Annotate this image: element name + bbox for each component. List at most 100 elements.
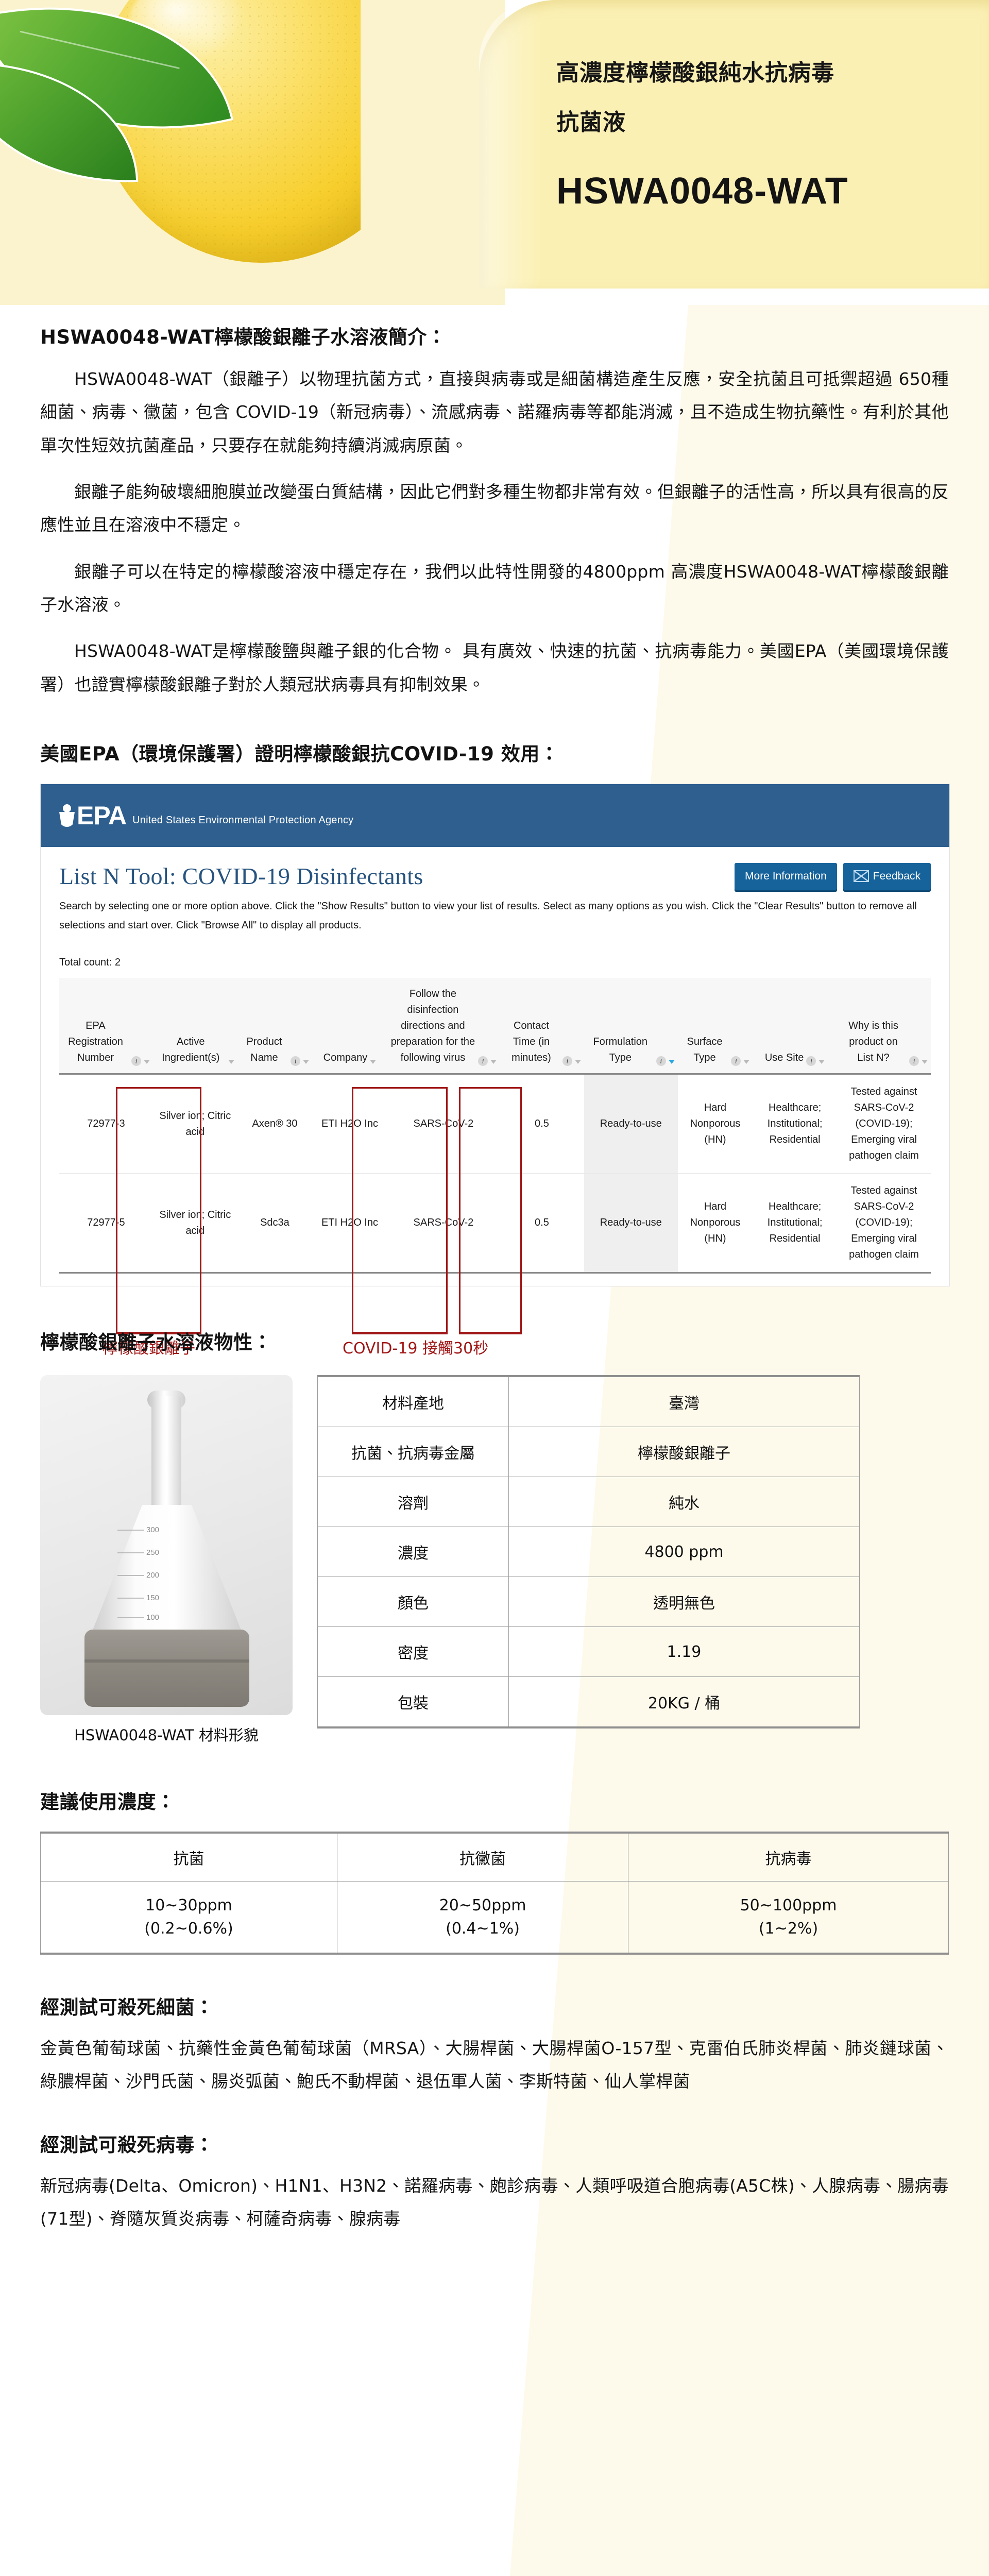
epa-instructions: Search by selecting one or more option a… — [59, 901, 917, 931]
header-title-panel: 高濃度檸檬酸銀純水抗病毒 抗菌液 HSWA0048-WAT — [479, 0, 989, 289]
column-header-contact-time[interactable]: Contact Time (in minutes) i — [500, 978, 584, 1075]
table-row: 包裝 20KG / 桶 — [317, 1676, 860, 1729]
mail-icon — [853, 870, 869, 883]
concentration-value: 10~30ppm (0.2~0.6%) — [40, 1881, 338, 1955]
intro-paragraph-2: 銀離子能夠破壞細胞膜並改變蛋白質結構，因此它們對多種生物都非常有效。但銀離子的活… — [40, 482, 949, 535]
property-value: 1.19 — [508, 1626, 860, 1677]
bacteria-section: 經測試可殺死細菌： 金黃色葡萄球菌、抗藥性金黃色葡萄球菌（MRSA）、大腸桿菌、… — [0, 1992, 989, 2098]
cell-virus: SARS-CoV-2 — [387, 1074, 500, 1174]
flask-illustration: 300 250 200 150 100 — [40, 1375, 293, 1716]
intro-paragraph-4: HSWA0048-WAT是檸檬酸鹽與離子銀的化合物。 具有廣效、快速的抗菌、抗病… — [40, 641, 949, 694]
epa-heading: 美國EPA（環境保護署）證明檸檬酸銀抗COVID-19 效用： — [40, 743, 559, 766]
column-header-use-site[interactable]: Use Site i — [753, 978, 837, 1075]
sort-arrow-icon[interactable] — [668, 1060, 675, 1064]
epa-title-row: List N Tool: COVID-19 Disinfectants More… — [41, 847, 949, 897]
concentration-column-header: 抗黴菌 — [337, 1832, 629, 1882]
info-icon[interactable]: i — [909, 1056, 919, 1066]
concentration-percent: (0.4~1%) — [446, 1920, 520, 1938]
cell-use-site: Healthcare; Institutional; Residential — [753, 1074, 837, 1174]
property-key: 密度 — [317, 1626, 509, 1677]
more-information-button[interactable]: More Information — [735, 862, 837, 890]
info-icon[interactable]: i — [656, 1056, 666, 1066]
property-key: 包裝 — [317, 1676, 509, 1729]
annotation-label-ingredient: 檸檬酸銀離子 — [103, 1340, 195, 1358]
property-value: 檸檬酸銀離子 — [508, 1427, 860, 1478]
product-image-block: 300 250 200 150 100 HSWA0048-WAT 材料形貌 — [40, 1375, 293, 1745]
cell-registration-number: 72977-3 — [59, 1074, 153, 1174]
sort-arrow-icon[interactable] — [819, 1060, 825, 1064]
flask-mark: 250 — [146, 1548, 160, 1557]
table-row: 顏色 透明無色 — [317, 1577, 860, 1628]
flask-mark: 100 — [146, 1613, 160, 1622]
sort-arrow-icon[interactable] — [574, 1060, 581, 1064]
product-code: HSWA0048-WAT — [556, 171, 848, 212]
epa-section: 美國EPA（環境保護署）證明檸檬酸銀抗COVID-19 效用： EPA Unit… — [0, 738, 989, 1358]
info-icon[interactable]: i — [562, 1056, 572, 1066]
sort-arrow-icon[interactable] — [303, 1060, 310, 1064]
cell-product-name: Sdc3a — [237, 1173, 313, 1274]
more-information-label: More Information — [745, 870, 827, 882]
property-key: 顏色 — [317, 1577, 509, 1628]
epa-table-header-row: EPA Registration Number i Active Ingredi… — [59, 978, 931, 1075]
column-header-disinfection-directions[interactable]: Follow the disinfection directions and p… — [387, 978, 500, 1075]
lemon-photo — [0, 0, 361, 305]
intro-heading: HSWA0048-WAT檸檬酸銀離子水溶液簡介： — [40, 326, 447, 348]
header-title-line2: 抗菌液 — [556, 109, 626, 135]
cell-company: ETI H2O Inc — [312, 1074, 387, 1174]
column-header-formulation-type[interactable]: Formulation Type i — [584, 978, 678, 1075]
info-icon[interactable]: i — [131, 1056, 141, 1066]
info-icon[interactable]: i — [731, 1056, 741, 1066]
viruses-section: 經測試可殺死病毒： 新冠病毒(Delta、Omicron)、H1N1、H3N2、… — [0, 2129, 989, 2236]
column-header-product-name[interactable]: Product Name i — [237, 978, 313, 1075]
sort-arrow-icon[interactable] — [922, 1060, 928, 1064]
sort-arrow-icon[interactable] — [370, 1060, 377, 1064]
product-image-caption: HSWA0048-WAT 材料形貌 — [74, 1726, 259, 1744]
concentration-column-header: 抗菌 — [40, 1832, 338, 1882]
feedback-button[interactable]: Feedback — [843, 862, 931, 890]
sort-arrow-icon[interactable] — [228, 1060, 234, 1064]
column-header-active-ingredients[interactable]: Active Ingredient(s) — [152, 978, 237, 1075]
epa-logo-icon: EPA — [59, 801, 127, 831]
table-row: 72977-5 Silver ion; Citric acid Sdc3a ET… — [59, 1173, 931, 1274]
column-header-registration-number[interactable]: EPA Registration Number i — [59, 978, 153, 1075]
sort-arrow-icon[interactable] — [143, 1060, 150, 1064]
table-header-row: 抗菌 抗黴菌 抗病毒 — [40, 1832, 949, 1882]
epa-brand: EPA — [77, 801, 127, 831]
properties-table: 材料產地 臺灣 抗菌、抗病毒金屬 檸檬酸銀離子 溶劑 純水 濃度 4800 pp… — [317, 1375, 860, 1729]
properties-heading: 檸檬酸銀離子水溶液物性： — [40, 1331, 272, 1354]
concentration-ppm: 50~100ppm — [740, 1896, 837, 1915]
cell-formulation-type: Ready-to-use — [584, 1074, 678, 1174]
property-value: 臺灣 — [508, 1375, 860, 1428]
column-header-company[interactable]: Company — [312, 978, 387, 1075]
properties-section: 檸檬酸銀離子水溶液物性： 300 250 200 150 100 — [0, 1327, 989, 1745]
cell-surface-type: Hard Nonporous (HN) — [677, 1173, 753, 1274]
sort-arrow-icon[interactable] — [743, 1060, 750, 1064]
flask-mark: 200 — [146, 1571, 160, 1580]
viruses-list: 新冠病毒(Delta、Omicron)、H1N1、H3N2、諾羅病毒、皰診病毒、… — [40, 2175, 949, 2229]
info-icon[interactable]: i — [478, 1056, 488, 1066]
table-row: 10~30ppm (0.2~0.6%) 20~50ppm (0.4~1%) 50… — [40, 1881, 949, 1955]
property-key: 抗菌、抗病毒金屬 — [317, 1427, 509, 1478]
epa-header-bar: EPA United States Environmental Protecti… — [41, 784, 949, 848]
cell-formulation-type: Ready-to-use — [584, 1173, 678, 1274]
epa-results-table: EPA Registration Number i Active Ingredi… — [59, 978, 931, 1274]
cell-surface-type: Hard Nonporous (HN) — [677, 1074, 753, 1174]
concentration-ppm: 20~50ppm — [439, 1896, 526, 1915]
info-icon[interactable]: i — [806, 1056, 816, 1066]
intro-section: HSWA0048-WAT檸檬酸銀離子水溶液簡介： HSWA0048-WAT（銀離… — [0, 321, 989, 701]
epa-screenshot: EPA United States Environmental Protecti… — [40, 784, 950, 1358]
bacteria-heading: 經測試可殺死細菌： — [40, 1996, 214, 2019]
table-row: 密度 1.19 — [317, 1626, 860, 1677]
table-row: 濃度 4800 ppm — [317, 1527, 860, 1578]
cell-product-name: Axen® 30 — [237, 1074, 313, 1174]
column-header-why-on-list[interactable]: Why is this product on List N? i — [837, 978, 931, 1075]
flask-mark: 150 — [146, 1594, 160, 1603]
cell-company: ETI H2O Inc — [312, 1173, 387, 1274]
column-header-surface-type[interactable]: Surface Type i — [677, 978, 753, 1075]
property-value: 透明無色 — [508, 1577, 860, 1628]
info-icon[interactable]: i — [291, 1056, 301, 1066]
sort-arrow-icon[interactable] — [490, 1060, 497, 1064]
header-title-line1: 高濃度檸檬酸銀純水抗病毒 — [556, 60, 834, 86]
intro-paragraph-3: 銀離子可以在特定的檸檬酸溶液中穩定存在，我們以此特性開發的4800ppm 高濃度… — [40, 561, 949, 615]
property-key: 材料產地 — [317, 1375, 509, 1428]
